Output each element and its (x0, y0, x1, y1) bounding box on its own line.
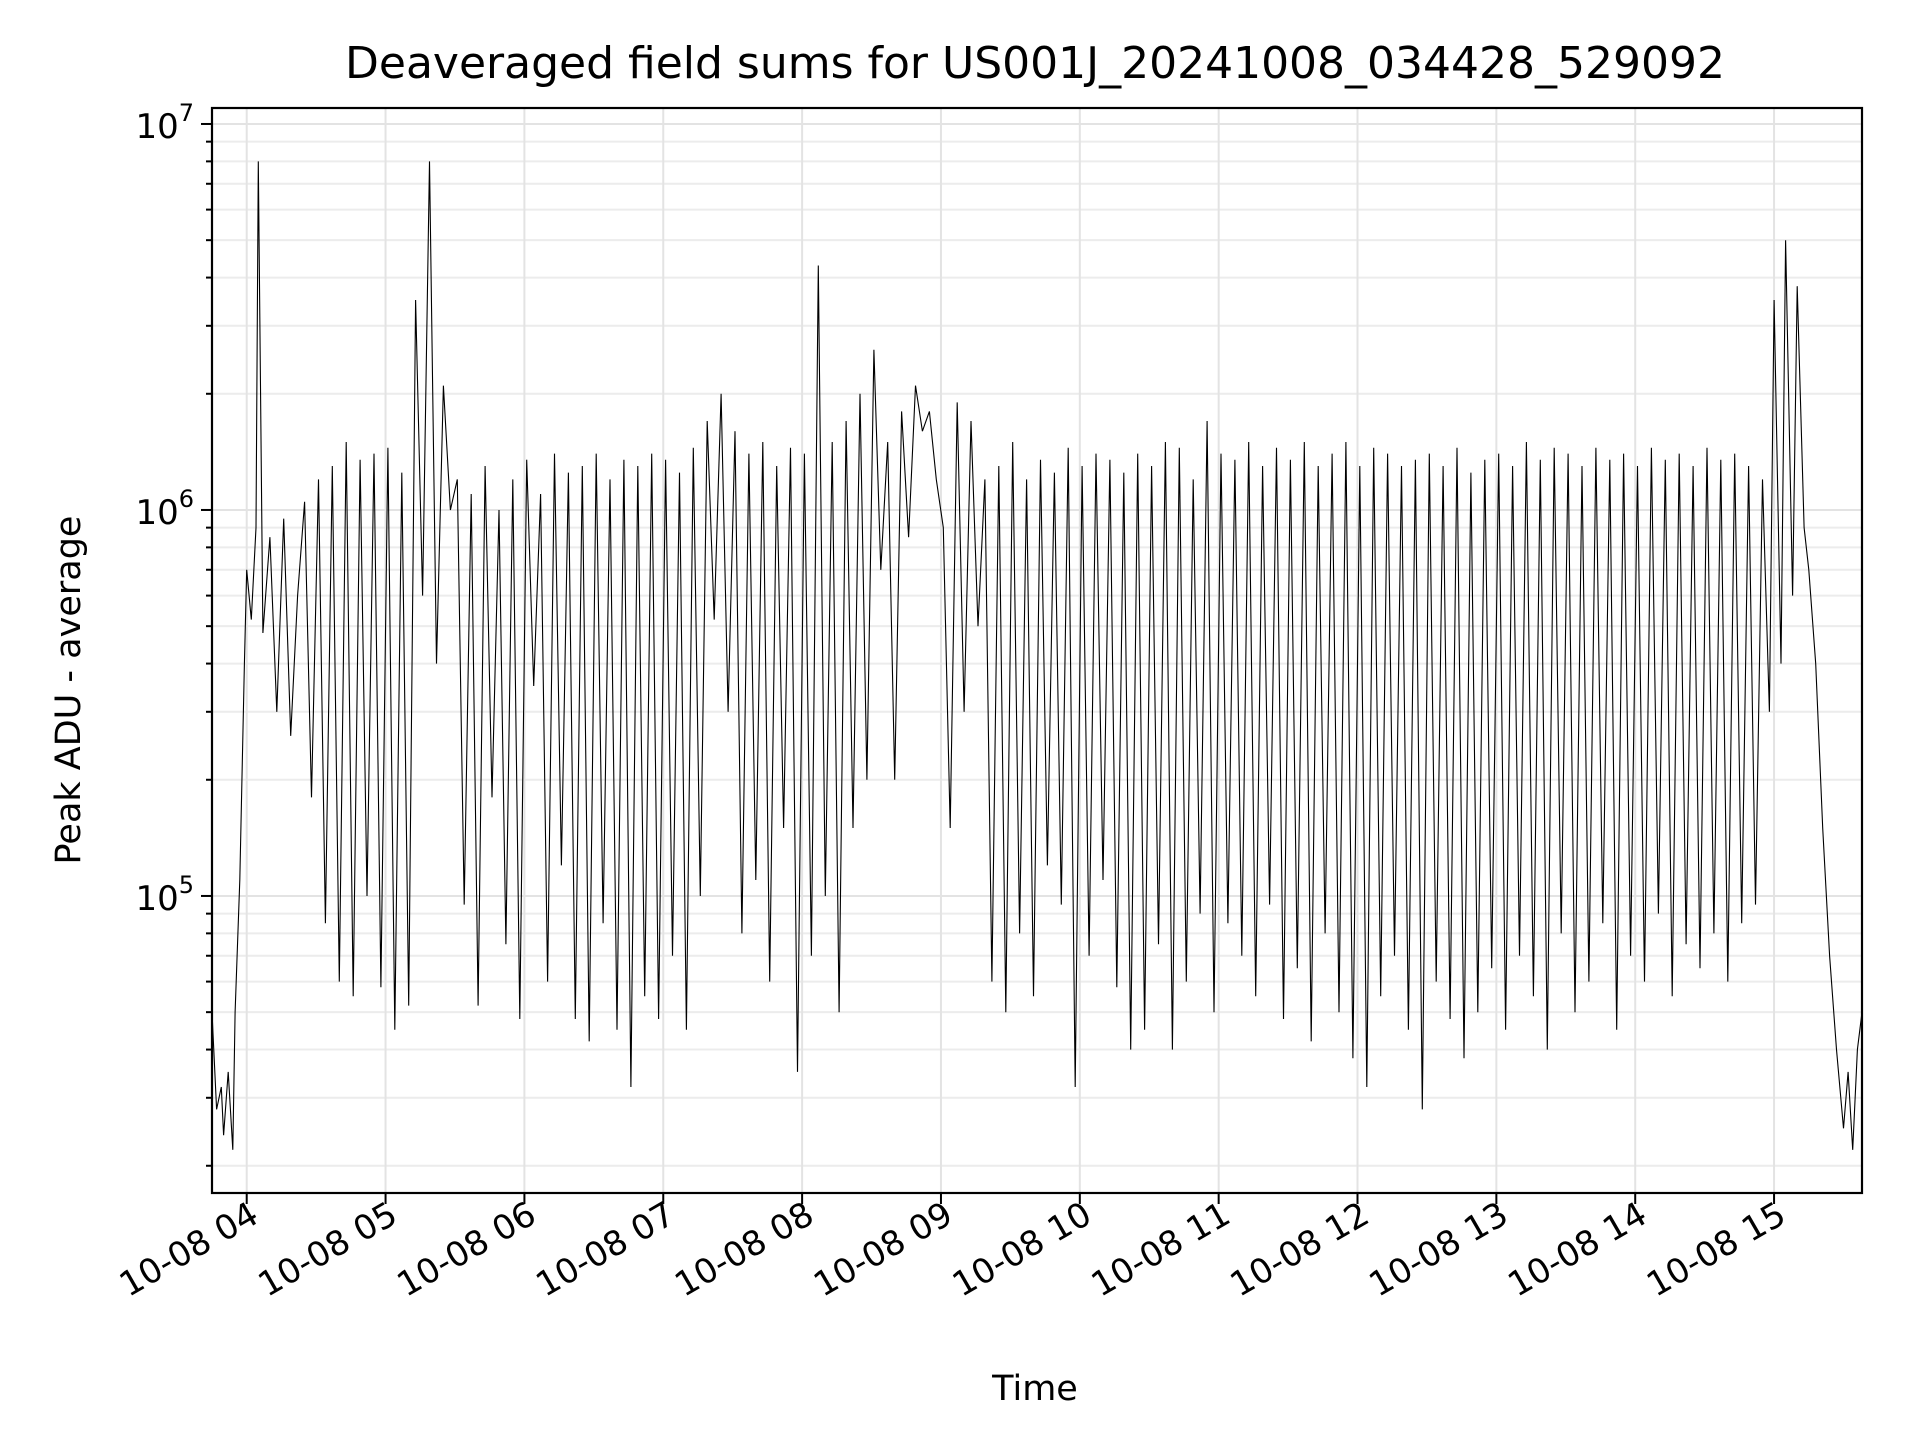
plot-frame (210, 106, 1864, 1195)
y-axis-label: Peak ADU - average (49, 516, 89, 865)
chart-title: Deaveraged field sums for US001J_2024100… (345, 38, 1725, 89)
x-axis-label: Time (991, 1369, 1078, 1409)
y-tick-label: 107 (135, 99, 194, 147)
series-line (211, 161, 1863, 1150)
series-layer (211, 161, 1863, 1150)
y-tick-label: 105 (135, 871, 194, 919)
y-tick-label: 106 (135, 485, 194, 533)
